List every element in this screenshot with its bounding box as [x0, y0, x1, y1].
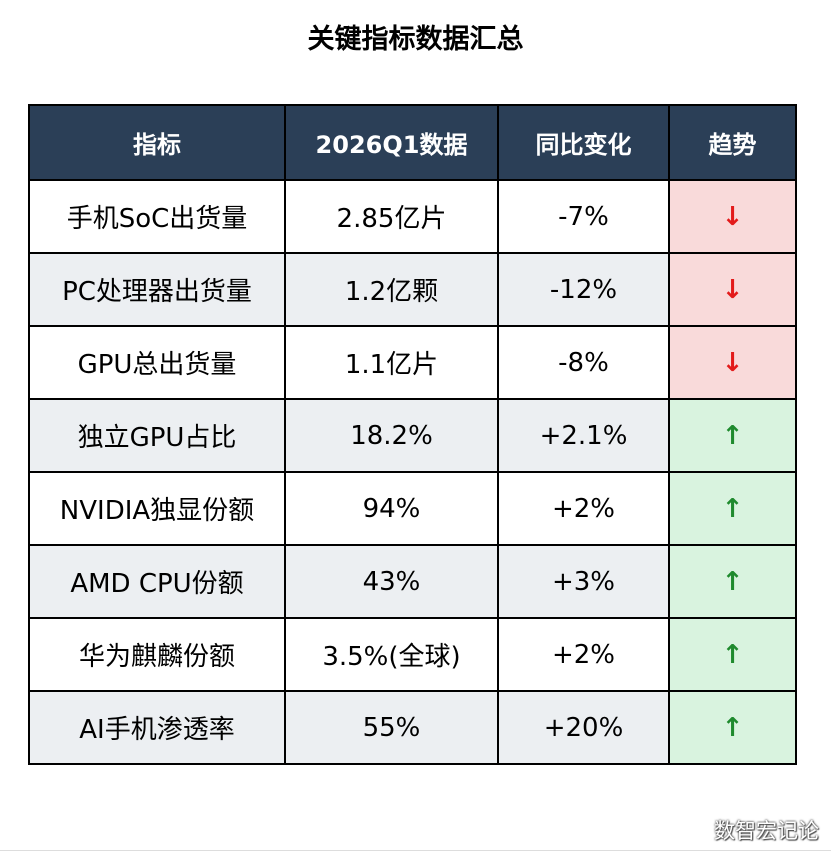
cell-yoy: +2.1%	[497, 398, 670, 473]
cell-trend: ↑	[668, 471, 797, 546]
cell-value: 18.2%	[284, 398, 499, 473]
cell-trend: ↓	[668, 179, 797, 254]
table-header-row: 指标 2026Q1数据 同比变化 趋势	[28, 104, 797, 181]
arrow-up-icon: ↑	[721, 420, 744, 451]
cell-metric: 华为麒麟份额	[28, 617, 286, 692]
cell-trend: ↑	[668, 690, 797, 765]
column-header-metric: 指标	[28, 104, 286, 181]
arrow-up-icon: ↑	[721, 712, 744, 743]
table-body: 手机SoC出货量 2.85亿片 -7% ↓ PC处理器出货量 1.2亿颗 -12% ↓ GPU总…	[28, 179, 797, 765]
footer-divider	[0, 850, 831, 851]
watermark: 数智宏记论	[714, 819, 819, 843]
table-row: 华为麒麟份额 3.5%(全球) +2% ↑	[28, 617, 797, 692]
cell-value: 55%	[284, 690, 499, 765]
cell-value: 2.85亿片	[284, 179, 499, 254]
cell-metric: 手机SoC出货量	[28, 179, 286, 254]
cell-yoy: -7%	[497, 179, 670, 254]
cell-yoy: +2%	[497, 617, 670, 692]
kpi-summary-table: 指标 2026Q1数据 同比变化 趋势 手机SoC出货量 2.85亿片 -7% ↓ PC…	[28, 104, 797, 765]
cell-trend: ↓	[668, 252, 797, 327]
cell-yoy: +3%	[497, 544, 670, 619]
arrow-up-icon: ↑	[721, 639, 744, 670]
cell-trend: ↑	[668, 544, 797, 619]
arrow-up-icon: ↑	[721, 566, 744, 597]
column-header-value: 2026Q1数据	[284, 104, 499, 181]
cell-yoy: +20%	[497, 690, 670, 765]
cell-metric: 独立GPU占比	[28, 398, 286, 473]
arrow-down-icon: ↓	[721, 201, 744, 232]
cell-metric: AMD CPU份额	[28, 544, 286, 619]
cell-value: 1.2亿颗	[284, 252, 499, 327]
column-header-trend: 趋势	[668, 104, 797, 181]
cell-trend: ↓	[668, 325, 797, 400]
page-title: 关键指标数据汇总	[307, 24, 524, 55]
cell-metric: PC处理器出货量	[28, 252, 286, 327]
table-row: NVIDIA独显份额 94% +2% ↑	[28, 471, 797, 546]
cell-trend: ↑	[668, 398, 797, 473]
cell-metric: NVIDIA独显份额	[28, 471, 286, 546]
arrow-down-icon: ↓	[721, 347, 744, 378]
cell-yoy: -8%	[497, 325, 670, 400]
table-row: GPU总出货量 1.1亿片 -8% ↓	[28, 325, 797, 400]
cell-trend: ↑	[668, 617, 797, 692]
table-row: 独立GPU占比 18.2% +2.1% ↑	[28, 398, 797, 473]
table-row: AMD CPU份额 43% +3% ↑	[28, 544, 797, 619]
arrow-down-icon: ↓	[721, 274, 744, 305]
table-row: PC处理器出货量 1.2亿颗 -12% ↓	[28, 252, 797, 327]
table-row: AI手机渗透率 55% +20% ↑	[28, 690, 797, 765]
table-row: 手机SoC出货量 2.85亿片 -7% ↓	[28, 179, 797, 254]
cell-value: 1.1亿片	[284, 325, 499, 400]
cell-metric: GPU总出货量	[28, 325, 286, 400]
column-header-yoy: 同比变化	[497, 104, 670, 181]
cell-metric: AI手机渗透率	[28, 690, 286, 765]
cell-value: 94%	[284, 471, 499, 546]
arrow-up-icon: ↑	[721, 493, 744, 524]
cell-value: 43%	[284, 544, 499, 619]
cell-value: 3.5%(全球)	[284, 617, 499, 692]
cell-yoy: -12%	[497, 252, 670, 327]
cell-yoy: +2%	[497, 471, 670, 546]
